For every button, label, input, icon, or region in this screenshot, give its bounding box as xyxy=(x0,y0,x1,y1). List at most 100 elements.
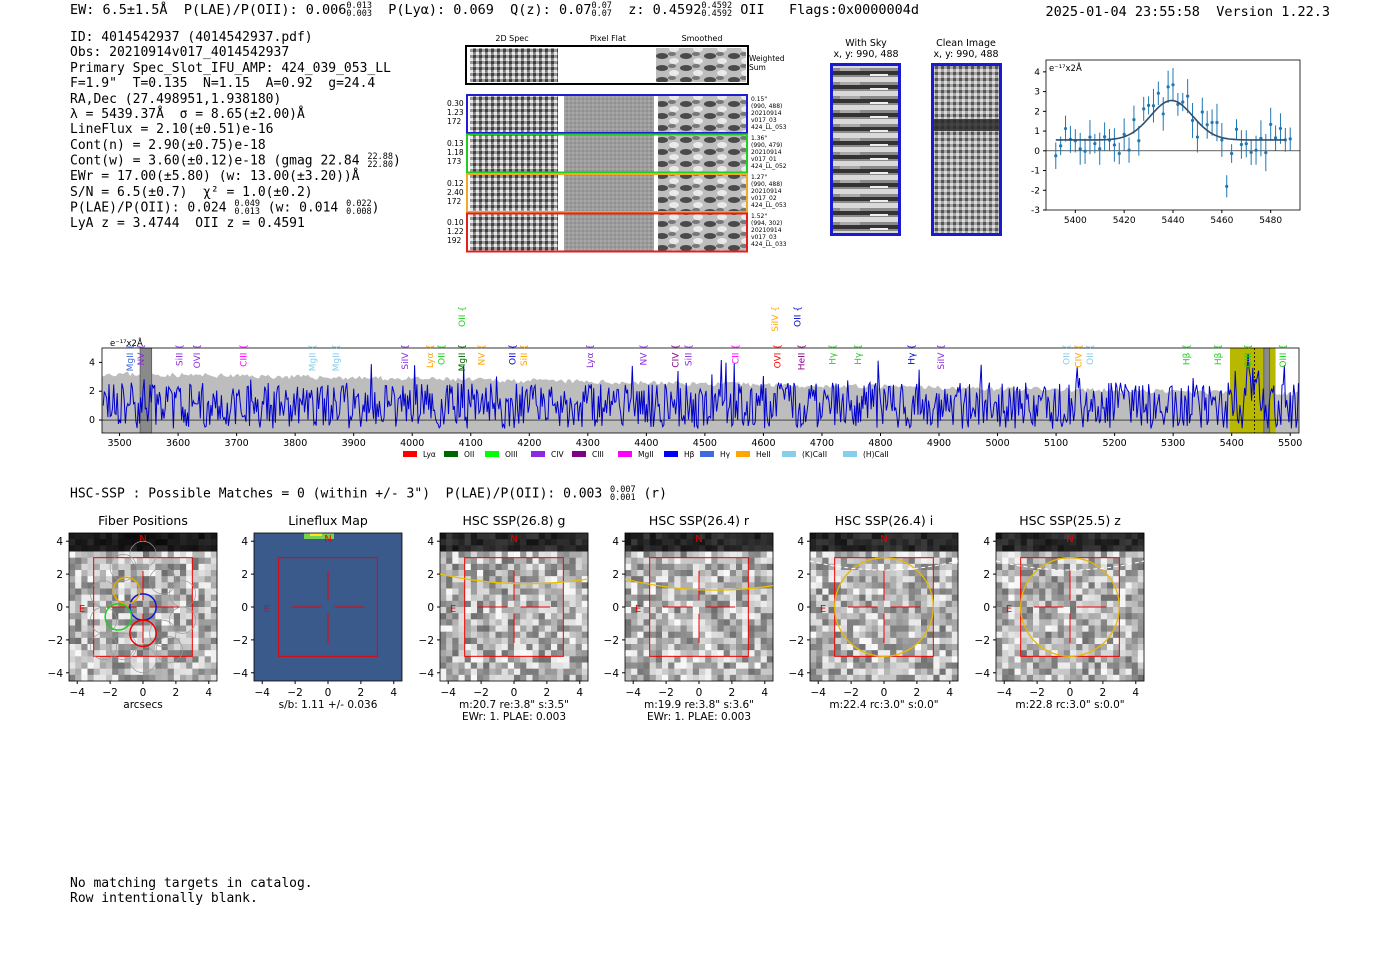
image-pixel xyxy=(729,600,737,608)
image-pixel xyxy=(822,563,829,571)
image-pixel xyxy=(662,656,669,663)
panel-ytick-label: 4 xyxy=(241,536,248,548)
image-pixel xyxy=(526,551,533,558)
image-pixel xyxy=(1026,619,1034,626)
image-pixel xyxy=(736,600,743,608)
image-pixel xyxy=(464,637,472,645)
image-pixel xyxy=(81,637,88,645)
image-pixel xyxy=(538,625,546,632)
image-pixel xyxy=(1082,625,1089,632)
image-pixel xyxy=(532,588,539,595)
spectrum-line-label: Hγ { xyxy=(854,344,864,365)
image-pixel xyxy=(921,557,928,565)
image-pixel xyxy=(847,563,854,571)
image-pixel xyxy=(754,533,761,540)
image-pixel xyxy=(1033,600,1040,608)
image-pixel xyxy=(927,637,934,645)
image-pixel xyxy=(440,637,447,645)
image-pixel xyxy=(643,600,650,608)
image-pixel xyxy=(470,594,478,602)
image-pixel xyxy=(520,576,527,583)
image-pixel xyxy=(760,539,768,546)
image-pixel xyxy=(106,619,113,626)
image-pixel xyxy=(649,650,657,657)
image-pixel xyxy=(544,625,552,632)
image-pixel xyxy=(1088,551,1095,558)
weighted-2d xyxy=(470,48,558,82)
image-pixel xyxy=(655,570,663,577)
image-pixel xyxy=(649,570,657,577)
image-pixel xyxy=(87,539,94,546)
image-pixel xyxy=(933,674,940,682)
image-pixel xyxy=(692,545,700,552)
image-pixel xyxy=(655,637,663,645)
image-pixel xyxy=(649,625,657,632)
image-pixel xyxy=(834,570,842,577)
image-pixel xyxy=(464,545,472,552)
image-pixel xyxy=(822,650,829,657)
spectrum-line-label: CIII { xyxy=(240,344,250,367)
image-pixel xyxy=(816,545,823,552)
image-pixel xyxy=(945,594,953,602)
image-pixel xyxy=(1119,563,1126,571)
image-pixel xyxy=(569,613,576,620)
image-pixel xyxy=(1057,539,1065,546)
panel-ytick-label: 2 xyxy=(797,569,804,581)
qz-value: Q(z): 0.07 xyxy=(510,2,592,18)
image-pixel xyxy=(1057,656,1065,663)
image-pixel xyxy=(1057,674,1065,682)
image-pixel xyxy=(921,594,928,602)
image-pixel xyxy=(106,656,113,663)
image-pixel xyxy=(155,576,162,583)
image-pixel xyxy=(914,637,922,645)
image-pixel xyxy=(477,607,484,614)
image-pixel xyxy=(1094,533,1102,540)
image-pixel xyxy=(1113,631,1120,639)
image-pixel xyxy=(581,539,589,546)
image-pixel xyxy=(1045,557,1052,565)
image-pixel xyxy=(1125,662,1132,669)
image-pixel xyxy=(124,644,131,651)
image-pixel xyxy=(896,644,903,651)
image-pixel xyxy=(896,545,903,552)
image-pixel xyxy=(173,594,181,602)
image-pixel xyxy=(822,656,829,663)
image-pixel xyxy=(69,582,76,589)
image-pixel xyxy=(520,570,527,577)
image-pixel xyxy=(532,644,539,651)
image-pixel xyxy=(69,619,76,626)
image-pixel xyxy=(674,631,681,639)
image-pixel xyxy=(557,607,564,614)
image-pixel xyxy=(921,551,928,558)
image-pixel xyxy=(649,594,657,602)
image-pixel xyxy=(1119,644,1126,651)
image-pixel xyxy=(766,656,774,663)
line-fit-point xyxy=(1078,147,1082,151)
image-pixel xyxy=(204,576,212,583)
image-pixel xyxy=(75,588,82,595)
image-pixel xyxy=(75,662,82,669)
image-pixel xyxy=(1051,545,1058,552)
image-pixel xyxy=(705,545,712,552)
image-pixel xyxy=(563,619,570,626)
image-pixel xyxy=(908,662,916,669)
image-pixel xyxy=(106,644,113,651)
image-pixel xyxy=(538,582,546,589)
image-pixel xyxy=(884,582,891,589)
image-pixel xyxy=(464,619,472,626)
image-pixel xyxy=(711,539,718,546)
image-pixel xyxy=(489,656,496,663)
image-pixel xyxy=(81,570,88,577)
image-pixel xyxy=(699,631,706,639)
image-pixel xyxy=(557,594,564,602)
image-pixel xyxy=(1107,625,1114,632)
image-pixel xyxy=(93,563,101,571)
image-pixel xyxy=(81,644,88,651)
image-pixel xyxy=(908,613,916,620)
image-pixel xyxy=(908,631,916,639)
image-pixel xyxy=(81,613,88,620)
image-pixel xyxy=(902,650,909,657)
image-pixel xyxy=(483,650,490,657)
image-pixel xyxy=(996,625,1003,632)
image-pixel xyxy=(1082,545,1089,552)
